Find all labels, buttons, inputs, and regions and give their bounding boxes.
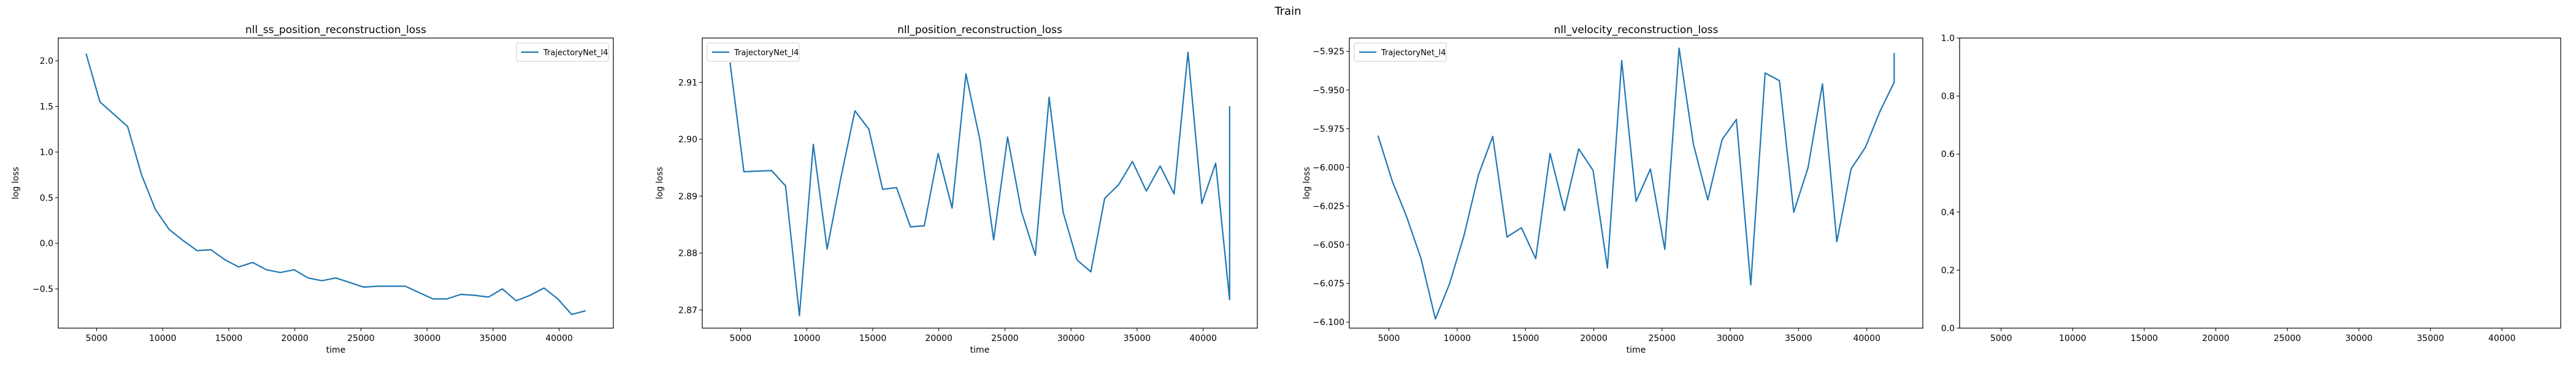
legend-label: TrajectoryNet_l4	[543, 48, 608, 58]
panel-2: nll_position_reconstruction_loss 5000 1000…	[655, 24, 1258, 355]
x-tick-label: 15000	[215, 334, 243, 343]
x-tick-label: 40000	[1189, 334, 1217, 343]
y-tick-label: 0.8	[1941, 92, 1955, 102]
x-tick-label: 10000	[1444, 334, 1471, 343]
y-tick-label: 2.88	[678, 249, 697, 259]
y-tick-label: 1.5	[40, 102, 53, 112]
panels: nll_ss_position_reconstruction_loss 5000 1…	[11, 24, 2561, 355]
x-tick-label: 5000	[1378, 334, 1400, 343]
y-tick-label: −5.950	[1313, 86, 1344, 96]
x-tick-label: 20000	[281, 334, 309, 343]
y-tick-label: −6.100	[1313, 318, 1344, 328]
legend: TrajectoryNet_l4	[707, 42, 800, 62]
x-tick-label: 10000	[2059, 334, 2087, 343]
x-tick-label: 40000	[1853, 334, 1880, 343]
y-tick-label: −5.975	[1313, 125, 1344, 134]
y-tick-label: 2.89	[678, 192, 697, 202]
x-tick-label: 35000	[1785, 334, 1812, 343]
legend: TrajectoryNet_l4	[516, 42, 609, 62]
axes-frame	[1959, 37, 2561, 329]
y-tick-label: 0.0	[40, 239, 53, 249]
axes-frame	[1349, 37, 1923, 329]
x-tick-label: 20000	[1580, 334, 1608, 343]
x-tick-label: 35000	[480, 334, 507, 343]
x-tick-label: 20000	[925, 334, 953, 343]
y-tick-label: −6.050	[1313, 240, 1344, 250]
x-tick-label: 10000	[793, 334, 821, 343]
x-tick-label: 35000	[2417, 334, 2444, 343]
x-tick-label: 10000	[149, 334, 177, 343]
y-tick-label: 1.0	[1941, 34, 1955, 44]
panel-4: 5000 10000 15000 20000 25000 30000 35000 40000 0…	[1941, 34, 2561, 343]
y-axis-label: log loss	[1302, 167, 1312, 199]
legend: TrajectoryNet_l4	[1354, 42, 1447, 62]
x-tick-label: 5000	[1990, 334, 2012, 343]
panel-3: nll_velocity_reconstruction_loss 5000 1000…	[1302, 24, 1923, 355]
legend-box	[516, 42, 609, 62]
x-tick-label: 5000	[730, 334, 752, 343]
axes-frame	[702, 37, 1258, 329]
y-tick-label: 0.4	[1941, 208, 1955, 218]
y-tick-label: 0.2	[1941, 266, 1955, 275]
y-tick-label: 0.0	[1941, 324, 1955, 334]
y-tick-label: 2.90	[678, 135, 697, 145]
y-axis-label: log loss	[655, 167, 665, 199]
panel-title: nll_velocity_reconstruction_loss	[1554, 24, 1719, 36]
y-tick-label: −6.000	[1313, 163, 1344, 173]
y-tick-label: 0.5	[40, 193, 53, 203]
x-tick-label: 25000	[2274, 334, 2301, 343]
x-tick-label: 15000	[1512, 334, 1539, 343]
legend-box	[1354, 42, 1447, 62]
panel-1: nll_ss_position_reconstruction_loss 5000 1…	[11, 24, 614, 355]
x-tick-label: 35000	[1124, 334, 1151, 343]
series-line-1	[85, 53, 586, 315]
y-tick-label: 1.0	[40, 148, 53, 158]
x-tick-label: 40000	[2488, 334, 2516, 343]
y-tick-label: −5.925	[1313, 47, 1344, 57]
x-tick-label: 25000	[1649, 334, 1676, 343]
y-tick-label: 0.6	[1941, 150, 1955, 159]
x-tick-label: 30000	[1717, 334, 1744, 343]
panel-title: nll_ss_position_reconstruction_loss	[245, 24, 426, 36]
x-tick-label: 15000	[2131, 334, 2158, 343]
axes-frame	[58, 37, 614, 329]
x-axis-label: time	[970, 345, 990, 355]
series-line-1	[729, 52, 1230, 316]
y-tick-label: 2.0	[40, 56, 53, 66]
y-tick-label: −6.075	[1313, 279, 1344, 289]
panel-title: nll_position_reconstruction_loss	[897, 24, 1062, 36]
x-axis-label: time	[326, 345, 346, 355]
figure-suptitle: Train	[1274, 5, 1301, 18]
x-tick-label: 30000	[413, 334, 441, 343]
x-tick-label: 20000	[2202, 334, 2229, 343]
legend-box	[707, 42, 800, 62]
x-tick-label: 30000	[2345, 334, 2373, 343]
x-tick-label: 40000	[545, 334, 573, 343]
y-tick-label: −6.025	[1313, 202, 1344, 212]
y-tick-label: 2.91	[678, 78, 697, 88]
x-tick-label: 25000	[347, 334, 375, 343]
x-tick-label: 15000	[859, 334, 887, 343]
legend-label: TrajectoryNet_l4	[734, 48, 799, 58]
y-axis-label: log loss	[11, 167, 21, 199]
series-line-1	[1377, 47, 1895, 320]
x-tick-label: 5000	[86, 334, 108, 343]
x-tick-label: 30000	[1057, 334, 1085, 343]
x-tick-label: 25000	[991, 334, 1019, 343]
x-axis-label: time	[1627, 345, 1646, 355]
y-tick-label: 2.87	[678, 305, 697, 315]
legend-label: TrajectoryNet_l4	[1381, 48, 1446, 58]
y-tick-label: −0.5	[33, 285, 53, 294]
